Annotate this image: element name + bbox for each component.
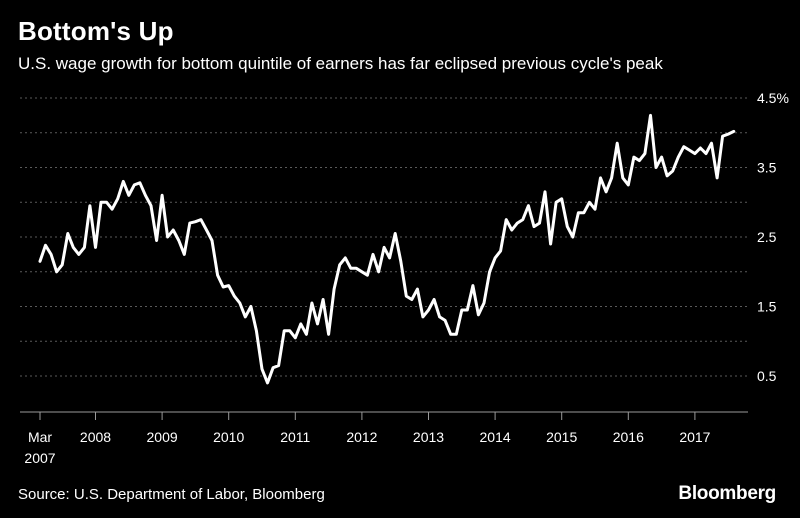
x-tick-label: Mar: [28, 429, 52, 445]
y-tick-label: 1.5: [757, 299, 777, 315]
x-axis: Mar 2007 2008 2009 2010 2011 2012 2013 2014 2015 2…: [20, 411, 748, 466]
y-tick-label: 3.5: [757, 160, 777, 176]
x-tick-label: 2017: [679, 429, 710, 445]
y-axis: 4.5% 3.5 2.5 1.5 0.5: [757, 90, 789, 384]
x-tick-label: 2009: [147, 429, 178, 445]
x-tick-label: 2010: [213, 429, 244, 445]
source-note: Source: U.S. Department of Labor, Bloomb…: [18, 486, 325, 503]
x-tick-label: 2016: [613, 429, 644, 445]
x-tick-label: 2008: [80, 429, 111, 445]
x-tick-label-year: 2007: [24, 450, 55, 466]
x-tick-label: 2011: [280, 429, 310, 445]
x-tick-label: 2013: [413, 429, 444, 445]
gridlines: [20, 97, 748, 377]
y-tick-label: 0.5: [757, 368, 777, 384]
x-tick-label: 2012: [346, 429, 377, 445]
y-tick-label: 4.5%: [757, 90, 789, 106]
bloomberg-logo: Bloomberg: [678, 483, 776, 504]
series-line: [38, 113, 736, 385]
x-tick-label: 2015: [546, 429, 577, 445]
chart-title: Bottom's Up: [18, 16, 174, 46]
x-tick-label: 2014: [480, 429, 511, 445]
series-layer: [38, 113, 736, 385]
chart-subtitle: U.S. wage growth for bottom quintile of …: [18, 54, 663, 73]
y-tick-label: 2.5: [757, 229, 777, 245]
